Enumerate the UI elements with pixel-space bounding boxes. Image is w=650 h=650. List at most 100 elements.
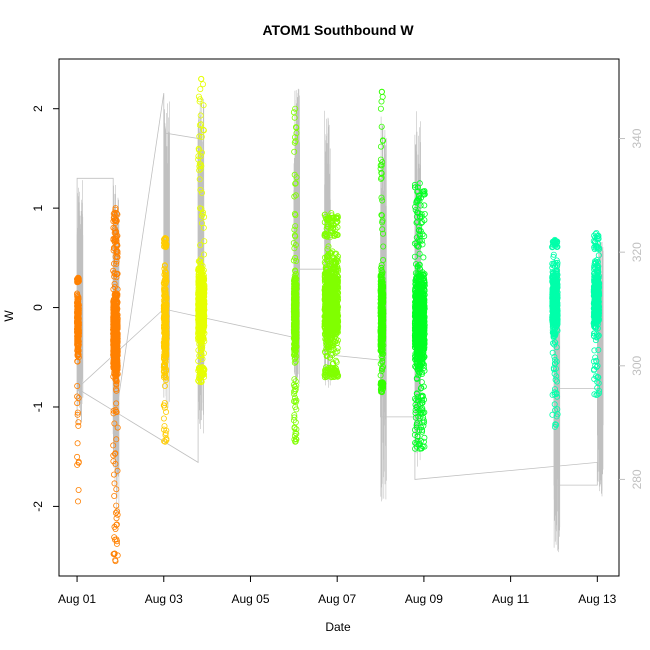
data-point	[199, 209, 206, 216]
data-point	[111, 492, 118, 499]
data-point	[111, 229, 118, 236]
data-point	[113, 409, 120, 416]
data-point	[110, 323, 117, 330]
data-point-max	[75, 274, 82, 281]
data-point	[195, 296, 202, 303]
data-point	[161, 302, 168, 309]
data-point	[75, 329, 82, 336]
data-point	[199, 355, 206, 362]
data-point	[160, 361, 167, 368]
data-point	[161, 382, 168, 389]
data-point	[195, 153, 202, 160]
data-point	[113, 260, 120, 267]
data-point	[111, 280, 118, 287]
data-point	[113, 248, 120, 255]
data-point	[110, 373, 117, 380]
data-point	[163, 236, 170, 243]
data-point	[111, 370, 118, 377]
data-point	[74, 336, 81, 343]
data-point	[114, 511, 121, 518]
data-point	[74, 400, 81, 407]
series-2024-08-09	[411, 180, 428, 452]
data-point-min	[75, 498, 82, 505]
data-point	[114, 305, 121, 312]
data-point	[163, 427, 170, 434]
data-point	[110, 235, 117, 242]
data-point	[113, 502, 120, 509]
data-point	[75, 422, 82, 429]
data-point	[196, 163, 203, 170]
data-point	[111, 331, 118, 338]
data-point	[110, 342, 117, 349]
data-point	[75, 301, 82, 308]
data-point	[162, 325, 169, 332]
data-point	[111, 304, 118, 311]
data-point	[114, 552, 121, 559]
data-point	[75, 419, 82, 426]
data-point	[114, 508, 121, 515]
data-point	[161, 327, 168, 334]
data-point	[163, 295, 170, 302]
data-point	[112, 509, 119, 516]
data-point	[197, 344, 204, 351]
data-point	[114, 467, 121, 474]
secondary-spike	[597, 241, 604, 497]
data-point	[162, 354, 169, 361]
data-point	[163, 408, 170, 415]
data-point	[197, 86, 204, 93]
data-point	[111, 260, 118, 267]
data-point	[200, 224, 207, 231]
data-point	[112, 314, 119, 321]
data-point	[111, 471, 118, 478]
data-point	[290, 109, 297, 116]
data-point	[114, 323, 121, 330]
data-point	[111, 356, 118, 363]
data-point	[162, 279, 169, 286]
data-point	[195, 334, 202, 341]
data-point	[198, 133, 205, 140]
data-point	[75, 351, 82, 358]
data-point	[75, 337, 82, 344]
data-point	[75, 486, 82, 493]
data-point	[110, 442, 117, 449]
data-point	[200, 127, 207, 134]
data-point-max	[378, 88, 385, 95]
data-point	[114, 336, 121, 343]
data-point	[74, 409, 81, 416]
data-point	[74, 393, 81, 400]
data-point	[161, 263, 168, 270]
data-point	[75, 341, 82, 348]
x-axis-label: Date	[325, 620, 351, 634]
data-point	[197, 112, 204, 119]
data-point	[197, 242, 204, 249]
data-point	[112, 450, 119, 457]
data-point-max	[198, 75, 205, 82]
data-point	[111, 269, 118, 276]
data-point	[421, 434, 428, 441]
data-point	[198, 205, 205, 212]
data-point-max	[112, 205, 119, 212]
data-point	[201, 238, 208, 245]
data-point-max	[162, 234, 169, 241]
data-point	[160, 286, 167, 293]
data-point	[200, 251, 207, 258]
data-point	[162, 362, 169, 369]
data-point	[161, 399, 168, 406]
data-point	[195, 258, 202, 265]
points-layer	[74, 75, 603, 565]
data-point	[113, 515, 120, 522]
data-point	[111, 550, 118, 557]
data-point	[74, 279, 81, 286]
data-point	[112, 295, 119, 302]
series-2024-08-03	[160, 234, 170, 445]
data-point	[74, 326, 81, 333]
data-point	[162, 430, 169, 437]
data-point	[197, 166, 204, 173]
data-point	[162, 377, 169, 384]
data-point	[163, 335, 170, 342]
data-point	[113, 540, 120, 547]
data-point	[199, 81, 206, 88]
data-point	[112, 526, 119, 533]
data-point	[198, 189, 205, 196]
